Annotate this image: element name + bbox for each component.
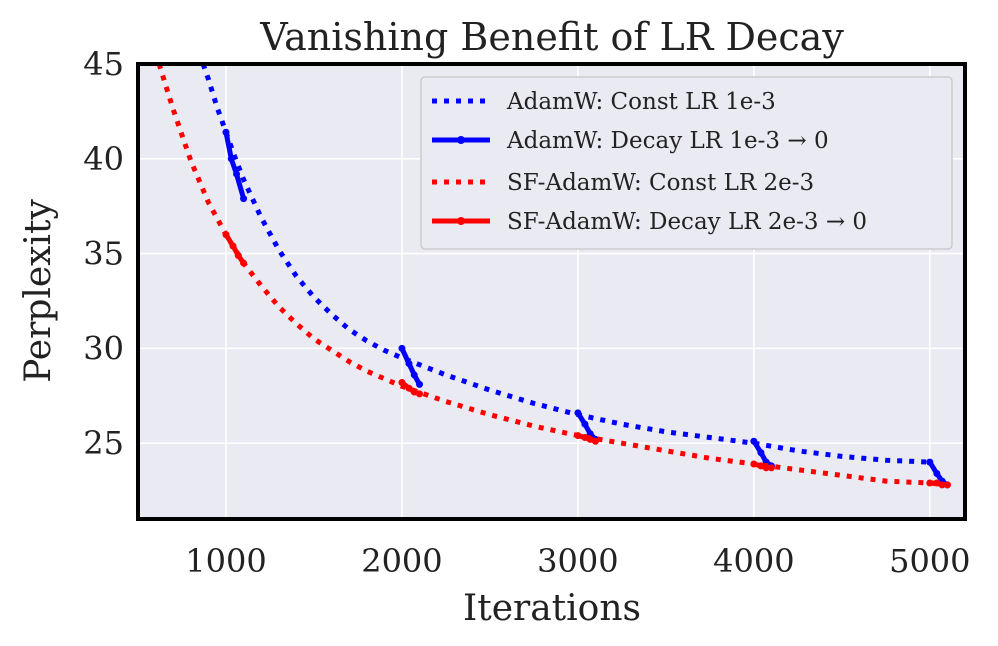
data-point bbox=[416, 390, 424, 398]
y-tick-label: 45 bbox=[83, 45, 124, 83]
data-point bbox=[926, 458, 934, 466]
data-point bbox=[227, 155, 235, 163]
data-point bbox=[757, 462, 765, 470]
data-point bbox=[586, 435, 594, 443]
x-tick-label: 5000 bbox=[889, 542, 970, 580]
x-axis-label: Iterations bbox=[463, 588, 641, 629]
legend-box bbox=[420, 76, 953, 250]
data-point bbox=[410, 371, 418, 379]
series-AdamW: Const LR 1e-3 bbox=[200, 64, 930, 465]
x-tick-label: 4000 bbox=[713, 542, 794, 580]
data-point bbox=[591, 437, 599, 445]
data-point bbox=[398, 379, 406, 386]
data-point bbox=[240, 195, 248, 203]
data-point bbox=[405, 384, 413, 392]
data-point bbox=[229, 242, 237, 250]
data-point bbox=[574, 432, 582, 440]
legend-label: SF-AdamW: Decay LR 2e-3 → 0 bbox=[507, 209, 867, 235]
data-point bbox=[398, 344, 406, 352]
legend: AdamW: Const LR 1e-3 AdamW: Decay LR 1e-3… bbox=[420, 76, 953, 250]
y-tick-label: 30 bbox=[83, 329, 124, 367]
x-tick-label: 1000 bbox=[185, 542, 266, 580]
data-point bbox=[767, 464, 775, 472]
data-point bbox=[405, 360, 413, 368]
data-point bbox=[938, 481, 946, 489]
series-line bbox=[223, 232, 247, 266]
data-point bbox=[762, 464, 770, 472]
series-line bbox=[575, 410, 598, 442]
chart-title: Vanishing Benefit of LR Decay bbox=[259, 15, 844, 59]
data-point bbox=[750, 460, 758, 468]
series-line bbox=[200, 64, 930, 465]
data-point bbox=[581, 433, 589, 441]
series-line bbox=[223, 129, 247, 202]
legend-marker bbox=[457, 136, 465, 144]
series-SF-AdamW: Const LR 2e-3 bbox=[156, 64, 948, 488]
data-point bbox=[410, 388, 418, 396]
data-point bbox=[933, 479, 941, 487]
y-tick-label: 40 bbox=[83, 140, 124, 178]
legend-marker bbox=[457, 217, 465, 225]
y-tick-label: 35 bbox=[83, 235, 124, 273]
data-point bbox=[222, 231, 230, 239]
data-point bbox=[574, 409, 582, 417]
data-point bbox=[943, 481, 951, 489]
series-SF-AdamW: Decay LR 2e-3 → 0 bbox=[222, 231, 951, 489]
data-point bbox=[757, 449, 765, 457]
series-line bbox=[156, 64, 948, 488]
plot-frame bbox=[136, 62, 967, 521]
data-point bbox=[926, 479, 934, 487]
series-line bbox=[399, 345, 422, 387]
y-axis-label: Perplexity bbox=[18, 199, 59, 383]
data-point bbox=[240, 259, 248, 267]
x-tick-label: 2000 bbox=[361, 542, 442, 580]
data-point bbox=[222, 128, 230, 136]
data-point bbox=[416, 380, 424, 388]
data-point bbox=[933, 470, 941, 477]
data-point bbox=[233, 170, 241, 178]
legend-label: AdamW: Decay LR 1e-3 → 0 bbox=[506, 128, 829, 154]
x-tick-label: 3000 bbox=[537, 542, 618, 580]
data-point bbox=[234, 251, 242, 259]
legend-label: SF-AdamW: Const LR 2e-3 bbox=[507, 170, 814, 196]
y-axis: 25 30 35 40 45 bbox=[83, 45, 124, 462]
y-tick-label: 25 bbox=[83, 424, 124, 462]
series-group bbox=[156, 64, 951, 489]
data-point bbox=[581, 420, 589, 428]
legend-label: AdamW: Const LR 1e-3 bbox=[506, 89, 776, 115]
data-point bbox=[750, 437, 758, 445]
x-axis: 1000 2000 3000 4000 5000 bbox=[185, 542, 970, 580]
